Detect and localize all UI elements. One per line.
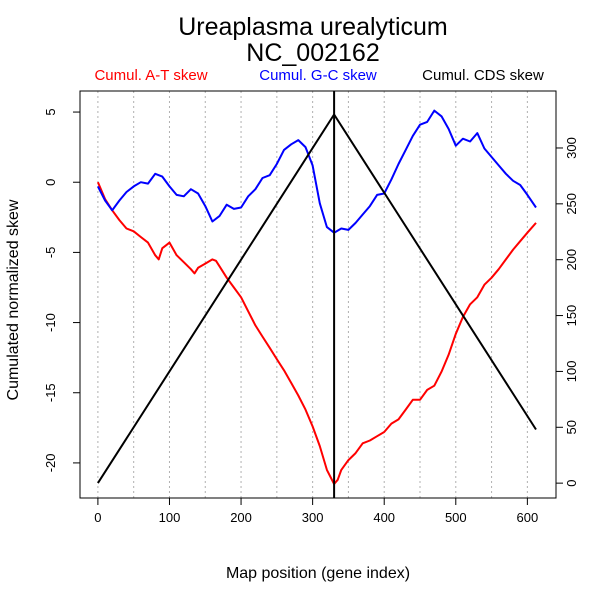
y-tick-label--20: -20: [43, 454, 58, 473]
chart-title: Ureaplasma urealyticum: [178, 13, 448, 41]
x-tick-label-400: 400: [373, 510, 395, 525]
x-tick-label-500: 500: [445, 510, 467, 525]
x-tick-label-0: 0: [94, 510, 101, 525]
chart-subtitle: NC_002162: [246, 39, 379, 67]
y2-tick-label-50: 50: [564, 420, 579, 434]
y-tick-label-5: 5: [43, 108, 58, 115]
y-tick-label--10: -10: [43, 313, 58, 332]
axes: 0 100 200 300 400 500 600-20-15-10-50505010015…: [43, 108, 579, 525]
x-tick-label-200: 200: [230, 510, 252, 525]
series-line-2: [97, 113, 537, 484]
legend-cds-skew: Cumul. CDS skew: [422, 67, 544, 84]
y2-tick-label-150: 150: [564, 305, 579, 327]
plot-frame: [79, 90, 557, 499]
y2-tick-label-0: 0: [564, 480, 579, 487]
series-line-1: [97, 109, 537, 234]
y-tick-label--5: -5: [43, 247, 58, 259]
y2-tick-label-100: 100: [564, 361, 579, 383]
y2-tick-label-300: 300: [564, 137, 579, 159]
x-tick-label-600: 600: [517, 510, 539, 525]
y-tick-label-0: 0: [43, 179, 58, 186]
y2-tick-label-200: 200: [564, 249, 579, 271]
legend-at-skew: Cumul. A-T skew: [94, 67, 207, 84]
legend-gc-skew: Cumul. G-C skew: [259, 67, 377, 84]
y-tick-label--15: -15: [43, 383, 58, 402]
series-line-0: [96, 181, 537, 485]
vertical-grid: [97, 91, 528, 498]
series-layer: [96, 109, 537, 485]
x-tick-label-100: 100: [159, 510, 181, 525]
x-tick-label-300: 300: [302, 510, 324, 525]
y-axis-label: Cumulated normalized skew: [5, 199, 22, 400]
y2-tick-label-250: 250: [564, 193, 579, 215]
x-axis-label: Map position (gene index): [226, 565, 410, 582]
